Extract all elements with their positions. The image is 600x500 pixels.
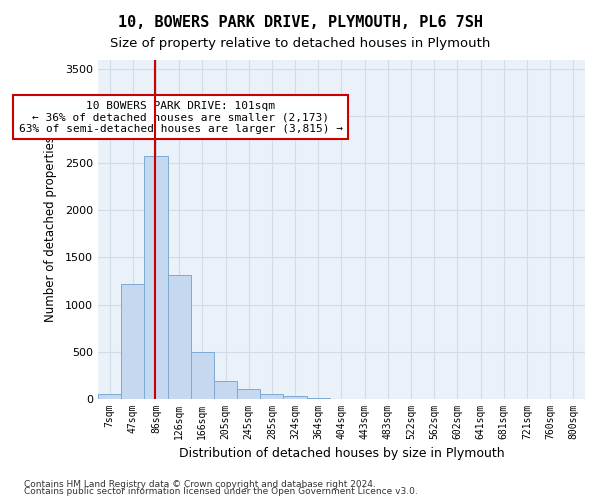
- Text: Contains HM Land Registry data © Crown copyright and database right 2024.: Contains HM Land Registry data © Crown c…: [24, 480, 376, 489]
- Text: Contains public sector information licensed under the Open Government Licence v3: Contains public sector information licen…: [24, 488, 418, 496]
- Y-axis label: Number of detached properties: Number of detached properties: [44, 136, 56, 322]
- Bar: [237, 389, 260, 398]
- Bar: [191, 352, 214, 399]
- Bar: [145, 156, 167, 398]
- Bar: [167, 276, 191, 398]
- Text: 10 BOWERS PARK DRIVE: 101sqm
← 36% of detached houses are smaller (2,173)
63% of: 10 BOWERS PARK DRIVE: 101sqm ← 36% of de…: [19, 100, 343, 134]
- Text: 10, BOWERS PARK DRIVE, PLYMOUTH, PL6 7SH: 10, BOWERS PARK DRIVE, PLYMOUTH, PL6 7SH: [118, 15, 482, 30]
- Bar: [283, 396, 307, 398]
- X-axis label: Distribution of detached houses by size in Plymouth: Distribution of detached houses by size …: [179, 447, 504, 460]
- Bar: [260, 394, 283, 398]
- Bar: [98, 394, 121, 398]
- Text: Size of property relative to detached houses in Plymouth: Size of property relative to detached ho…: [110, 38, 490, 51]
- Bar: [121, 284, 145, 399]
- Bar: [214, 381, 237, 398]
